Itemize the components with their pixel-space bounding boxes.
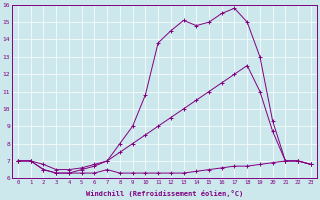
X-axis label: Windchill (Refroidissement éolien,°C): Windchill (Refroidissement éolien,°C) xyxy=(86,190,243,197)
